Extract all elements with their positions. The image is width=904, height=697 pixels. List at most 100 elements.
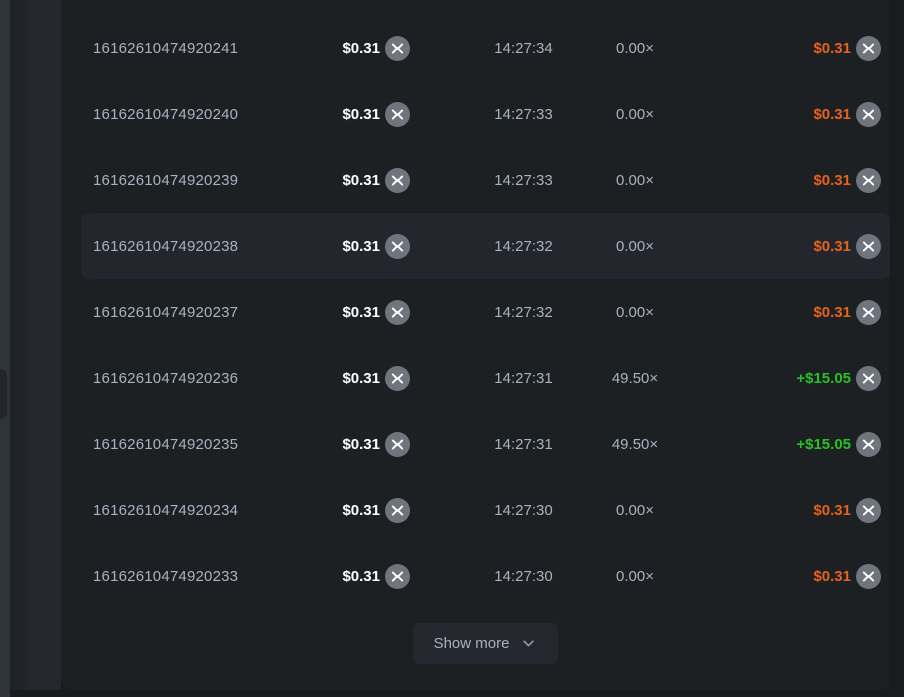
bet-payout: +$15.05 bbox=[796, 369, 851, 387]
bet-payout-cell: +$15.05 bbox=[677, 431, 881, 457]
bet-time: 14:27:32 bbox=[494, 237, 553, 255]
bet-time: 14:27:31 bbox=[494, 435, 553, 453]
xrp-icon bbox=[385, 299, 410, 325]
bet-row[interactable]: 16162610474920234 $0.31 14:27:30 0.00× $… bbox=[81, 477, 890, 543]
bet-id: 16162610474920235 bbox=[93, 435, 239, 453]
bet-amount-cell: $0.31 bbox=[308, 299, 410, 325]
bet-amount: $0.31 bbox=[342, 435, 380, 453]
bet-time: 14:27:30 bbox=[494, 567, 553, 585]
xrp-icon bbox=[856, 35, 881, 61]
chevron-down-icon bbox=[523, 640, 535, 647]
bet-multiplier: 49.50× bbox=[611, 369, 659, 387]
bet-payout: $0.31 bbox=[813, 39, 851, 57]
bet-amount-cell: $0.31 bbox=[308, 431, 410, 457]
xrp-icon bbox=[385, 167, 410, 193]
left-sidebar-rail bbox=[0, 0, 10, 697]
bet-multiplier: 0.00× bbox=[616, 105, 654, 123]
bet-id: 16162610474920240 bbox=[93, 105, 239, 123]
xrp-icon bbox=[856, 365, 881, 391]
bet-row[interactable]: 16162610474920239 $0.31 14:27:33 0.00× $… bbox=[81, 147, 890, 213]
bet-amount: $0.31 bbox=[342, 303, 380, 321]
bet-multiplier: 0.00× bbox=[616, 303, 654, 321]
bet-amount-cell: $0.31 bbox=[308, 497, 410, 523]
xrp-icon bbox=[856, 233, 881, 259]
bet-amount-cell: $0.31 bbox=[308, 563, 410, 589]
bet-id: 16162610474920238 bbox=[93, 237, 239, 255]
bet-id: 16162610474920234 bbox=[93, 501, 239, 519]
bet-payout: +$15.05 bbox=[796, 435, 851, 453]
sidebar-partial-element bbox=[0, 369, 7, 419]
bet-time: 14:27:33 bbox=[494, 171, 553, 189]
xrp-icon bbox=[385, 101, 410, 127]
xrp-icon bbox=[856, 563, 881, 589]
bet-payout-cell: $0.31 bbox=[677, 35, 881, 61]
bet-payout-cell: +$15.05 bbox=[677, 365, 881, 391]
bet-payout-cell: $0.31 bbox=[677, 299, 881, 325]
bet-multiplier: 0.00× bbox=[616, 171, 654, 189]
bet-payout: $0.31 bbox=[813, 567, 851, 585]
bet-id: 16162610474920237 bbox=[93, 303, 239, 321]
bet-amount: $0.31 bbox=[342, 237, 380, 255]
bet-multiplier: 0.00× bbox=[616, 237, 654, 255]
bet-multiplier: 0.00× bbox=[616, 39, 654, 57]
xrp-icon bbox=[856, 299, 881, 325]
bet-amount: $0.31 bbox=[342, 171, 380, 189]
bet-time: 14:27:32 bbox=[494, 303, 553, 321]
bet-time: 14:27:30 bbox=[494, 501, 553, 519]
bet-id: 16162610474920241 bbox=[93, 39, 239, 57]
bet-amount: $0.31 bbox=[342, 39, 380, 57]
bet-row[interactable]: 16162610474920238 $0.31 14:27:32 0.00× $… bbox=[81, 213, 890, 279]
bet-amount: $0.31 bbox=[342, 369, 380, 387]
bet-payout-cell: $0.31 bbox=[677, 167, 881, 193]
bet-payout-cell: $0.31 bbox=[677, 497, 881, 523]
bets-table: 16162610474920241 $0.31 14:27:34 0.00× $… bbox=[81, 0, 890, 609]
bet-multiplier: 0.00× bbox=[616, 567, 654, 585]
bet-time: 14:27:33 bbox=[494, 105, 553, 123]
bet-payout-cell: $0.31 bbox=[677, 563, 881, 589]
bet-id: 16162610474920239 bbox=[93, 171, 239, 189]
bet-payout: $0.31 bbox=[813, 237, 851, 255]
xrp-icon bbox=[385, 497, 410, 523]
bet-payout-cell: $0.31 bbox=[677, 233, 881, 259]
bet-amount-cell: $0.31 bbox=[308, 101, 410, 127]
bet-amount: $0.31 bbox=[342, 105, 380, 123]
bet-payout: $0.31 bbox=[813, 501, 851, 519]
bet-amount-cell: $0.31 bbox=[308, 35, 410, 61]
show-more-label: Show more bbox=[433, 635, 510, 652]
bet-amount-cell: $0.31 bbox=[308, 233, 410, 259]
left-gutter bbox=[10, 0, 61, 690]
bet-amount-cell: $0.31 bbox=[308, 365, 410, 391]
xrp-icon bbox=[856, 497, 881, 523]
bet-row[interactable]: 16162610474920241 $0.31 14:27:34 0.00× $… bbox=[81, 15, 890, 81]
bets-panel: 16162610474920241 $0.31 14:27:34 0.00× $… bbox=[61, 0, 890, 690]
bet-id: 16162610474920236 bbox=[93, 369, 239, 387]
bet-row[interactable]: 16162610474920237 $0.31 14:27:32 0.00× $… bbox=[81, 279, 890, 345]
bet-row[interactable]: 16162610474920233 $0.31 14:27:30 0.00× $… bbox=[81, 543, 890, 609]
xrp-icon bbox=[385, 35, 410, 61]
show-more-row: Show more bbox=[81, 623, 890, 664]
bet-multiplier: 49.50× bbox=[611, 435, 659, 453]
bet-row[interactable]: 16162610474920235 $0.31 14:27:31 49.50× … bbox=[81, 411, 890, 477]
bet-time: 14:27:31 bbox=[494, 369, 553, 387]
show-more-button[interactable]: Show more bbox=[412, 623, 559, 664]
bet-row[interactable]: 16162610474920236 $0.31 14:27:31 49.50× … bbox=[81, 345, 890, 411]
bet-payout-cell: $0.31 bbox=[677, 101, 881, 127]
xrp-icon bbox=[385, 365, 410, 391]
xrp-icon bbox=[385, 563, 410, 589]
xrp-icon bbox=[385, 233, 410, 259]
bet-multiplier: 0.00× bbox=[616, 501, 654, 519]
bet-row[interactable]: 16162610474920240 $0.31 14:27:33 0.00× $… bbox=[81, 81, 890, 147]
bet-payout: $0.31 bbox=[813, 105, 851, 123]
xrp-icon bbox=[856, 101, 881, 127]
bet-amount: $0.31 bbox=[342, 567, 380, 585]
xrp-icon bbox=[385, 431, 410, 457]
bet-amount: $0.31 bbox=[342, 501, 380, 519]
bet-time: 14:27:34 bbox=[494, 39, 553, 57]
bet-payout: $0.31 bbox=[813, 303, 851, 321]
bet-id: 16162610474920233 bbox=[93, 567, 239, 585]
bet-payout: $0.31 bbox=[813, 171, 851, 189]
xrp-icon bbox=[856, 167, 881, 193]
bet-amount-cell: $0.31 bbox=[308, 167, 410, 193]
xrp-icon bbox=[856, 431, 881, 457]
